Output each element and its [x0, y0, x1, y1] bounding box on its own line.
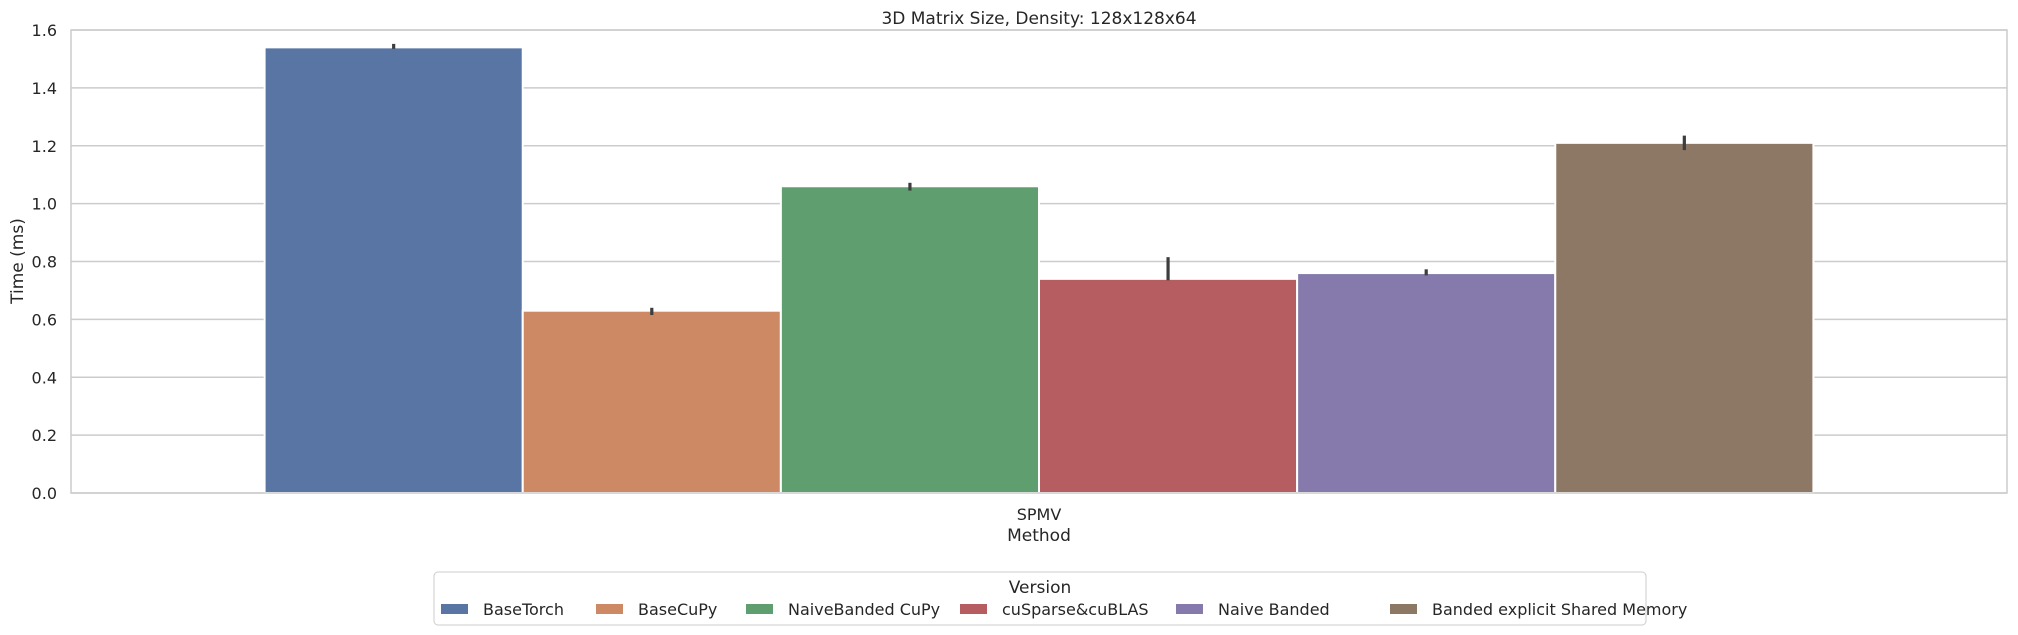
y-tick-label: 0.2 [32, 426, 57, 445]
x-tick-label: SPMV [1017, 505, 1062, 524]
legend-swatch [960, 604, 987, 614]
error-bars-group [392, 43, 1686, 316]
bar [263, 46, 524, 495]
x-axis-label: Method [1007, 526, 1071, 546]
legend-label: Naive Banded [1218, 600, 1330, 619]
legend-swatch [596, 604, 623, 614]
bar [521, 309, 782, 494]
y-tick-label: 1.4 [32, 79, 57, 98]
legend-label: NaiveBanded CuPy [788, 600, 940, 619]
legend-swatch [746, 604, 773, 614]
bar [1038, 277, 1299, 494]
y-tick-label: 0.0 [32, 484, 57, 503]
y-tick-label: 1.6 [32, 21, 57, 40]
legend-title: Version [1009, 578, 1072, 598]
legend-label: cuSparse&cuBLAS [1002, 600, 1149, 619]
legend-label: BaseCuPy [638, 600, 717, 619]
legend-label: BaseTorch [483, 600, 564, 619]
plot-frame [70, 29, 2008, 494]
legend-swatch [1176, 604, 1203, 614]
bar [1554, 141, 1815, 494]
bars-group [263, 46, 1815, 495]
y-tick-labels: 0.0 0.2 0.4 0.6 0.8 1.0 1.2 1.4 1.6 [32, 21, 57, 503]
legend-label: Banded explicit Shared Memory [1432, 600, 1687, 619]
y-tick-label: 0.6 [32, 310, 57, 329]
legend-swatch [441, 604, 468, 614]
legend-frame [433, 571, 1647, 626]
bar [1296, 272, 1557, 495]
y-axis-label: Time (ms) [8, 218, 28, 305]
legend-swatch [1390, 604, 1417, 614]
y-tick-label: 1.2 [32, 137, 57, 156]
legend-items: BaseTorch BaseCuPy NaiveBanded CuPy cuSpars… [441, 600, 1687, 619]
chart-title: 3D Matrix Size, Density: 128x128x64 [881, 9, 1196, 29]
y-tick-label: 1.0 [32, 195, 57, 214]
bar [779, 185, 1040, 494]
legend: Version BaseTorch BaseCuPy NaiveBanded CuP… [433, 571, 1687, 626]
y-tick-label: 0.8 [32, 253, 57, 272]
y-tick-label: 0.4 [32, 368, 57, 387]
